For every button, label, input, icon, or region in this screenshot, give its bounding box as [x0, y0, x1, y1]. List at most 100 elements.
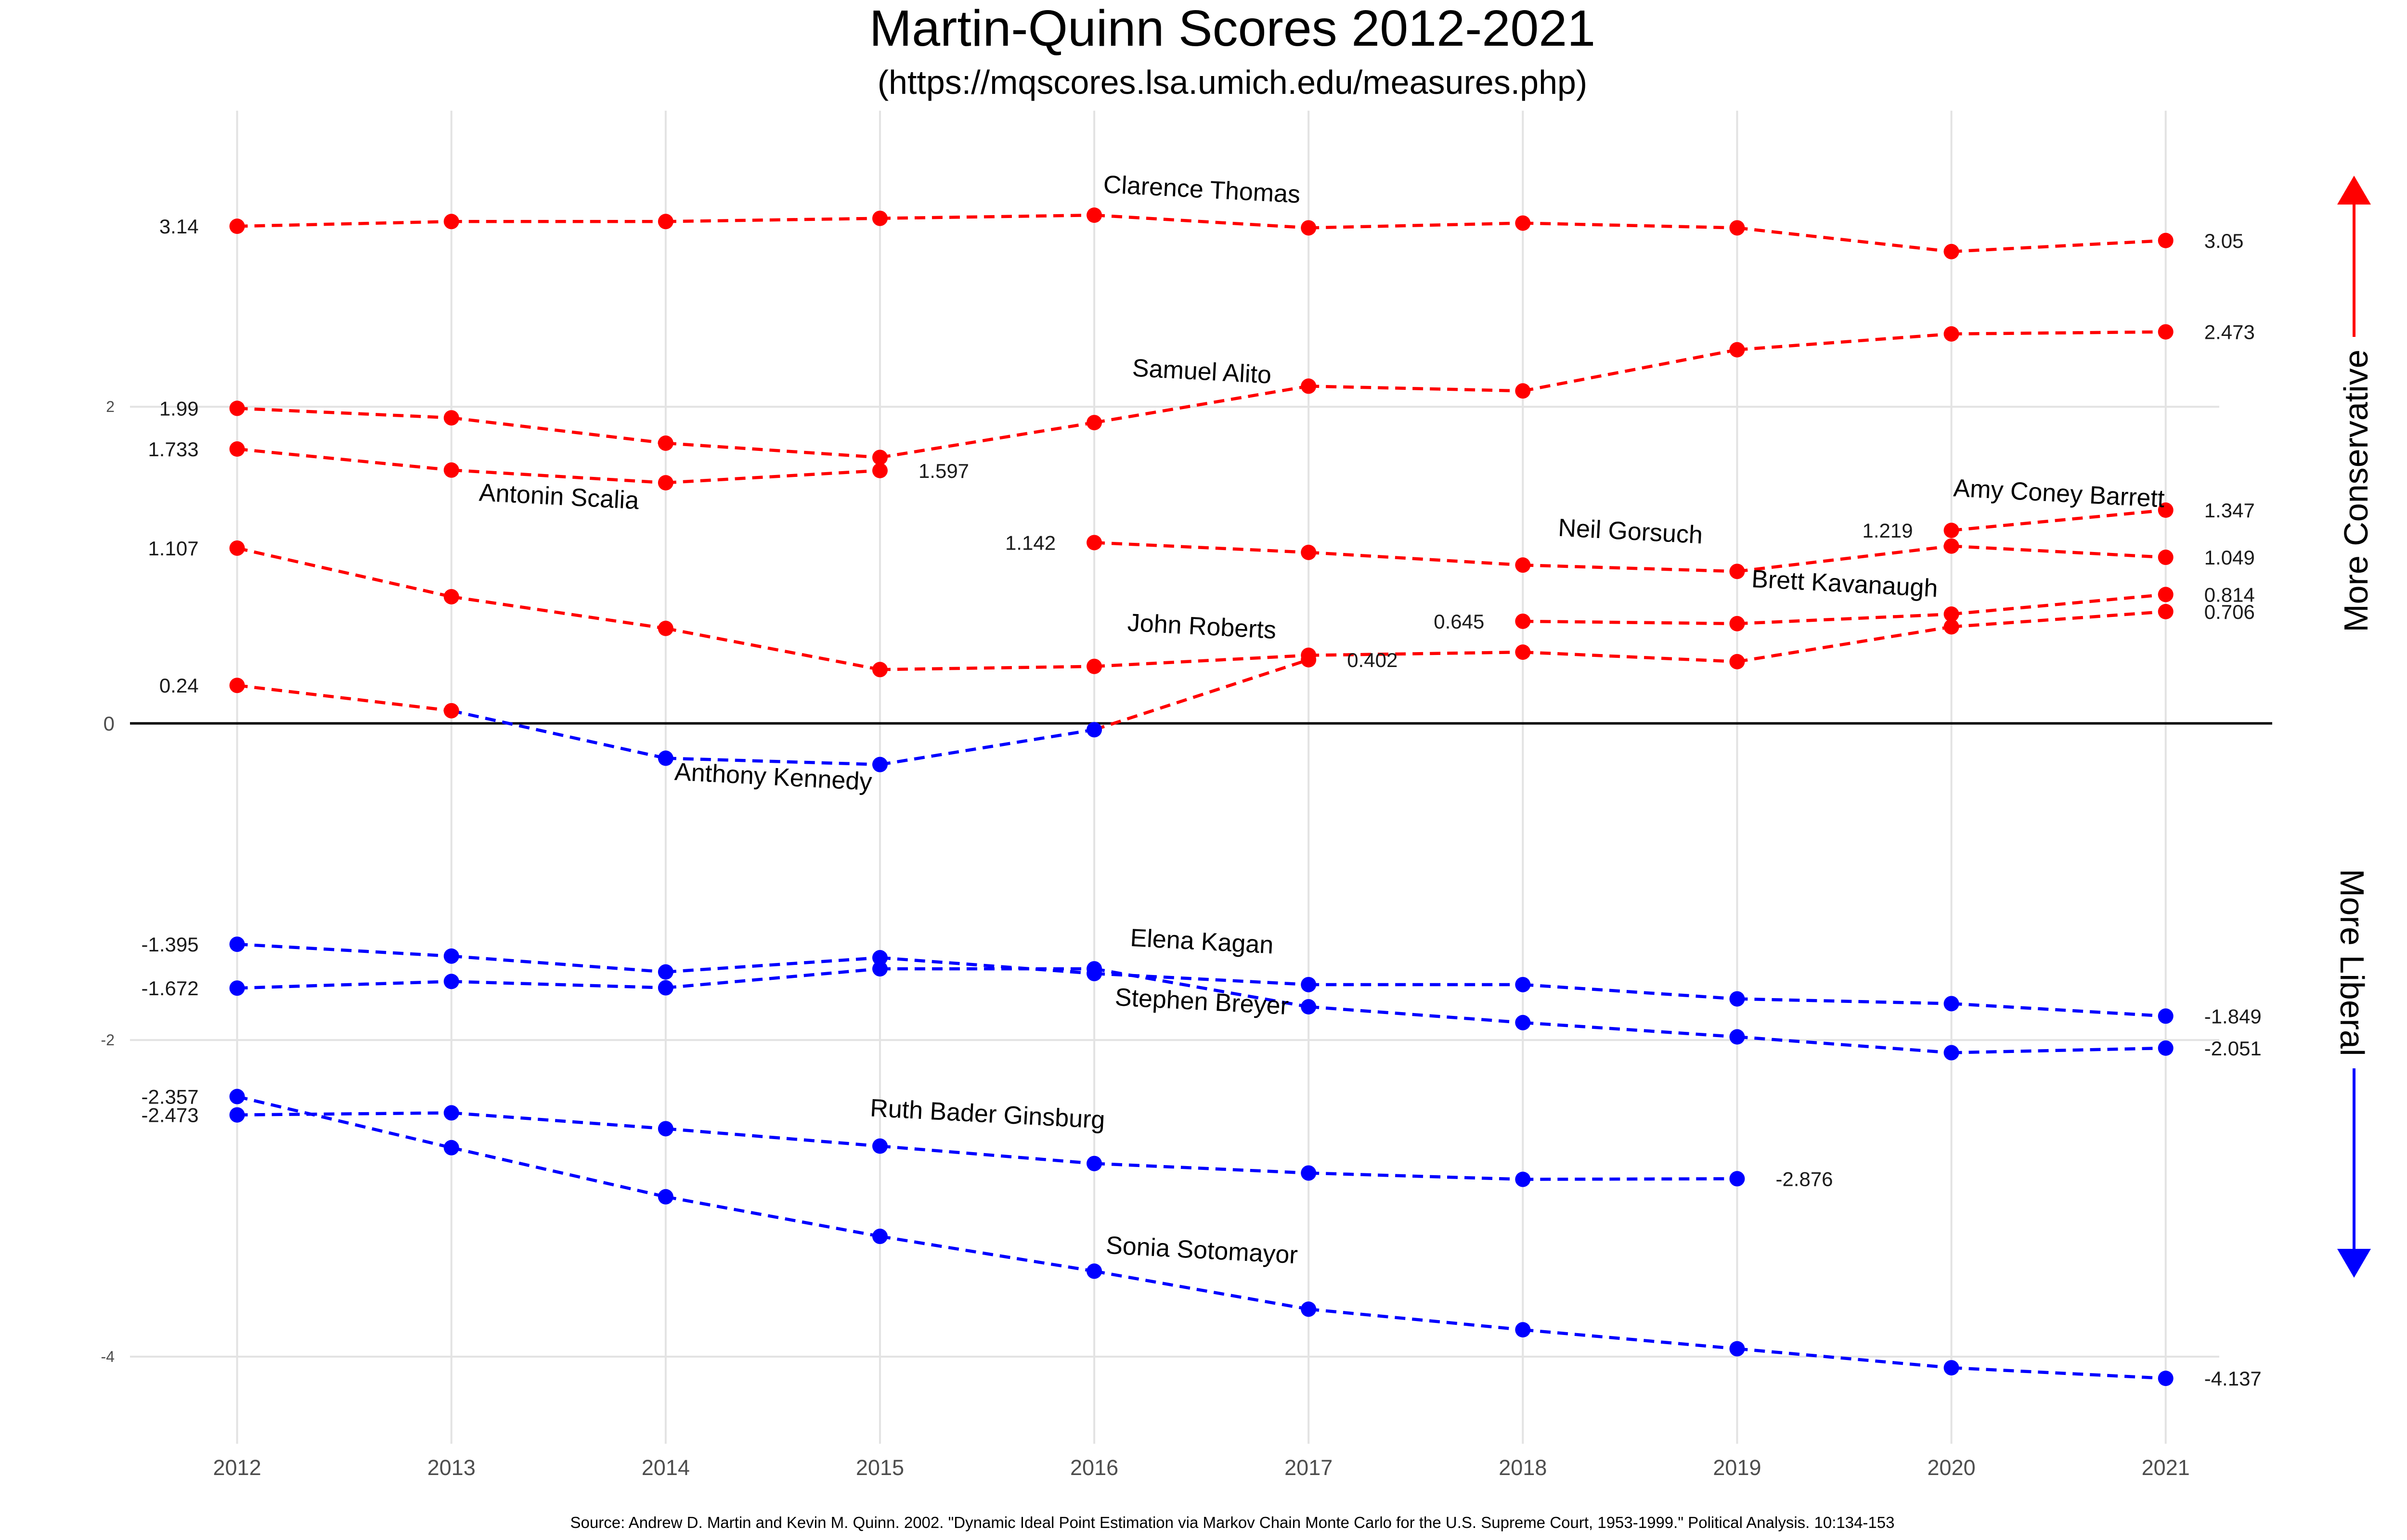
series-segment: [1951, 330, 2166, 336]
series-john-roberts: [229, 540, 2174, 678]
series-segment: [880, 421, 1095, 459]
series-segment: [1308, 221, 1523, 230]
data-point: [1729, 991, 1745, 1007]
x-tick-label: 2015: [856, 1455, 904, 1480]
value-label: 1.597: [919, 460, 969, 482]
value-label: 1.142: [1005, 531, 1056, 554]
data-point: [1515, 644, 1531, 660]
data-point: [229, 540, 245, 556]
data-point: [658, 1121, 673, 1137]
series-segment: [237, 407, 452, 420]
chart-title: Martin-Quinn Scores 2012-2021: [869, 0, 1595, 57]
series-segment: [880, 213, 1095, 220]
justice-name-label: Clarence Thomas: [1103, 170, 1301, 208]
data-point: [1729, 220, 1745, 236]
data-point: [229, 400, 245, 416]
value-label: 0.814: [2204, 583, 2255, 606]
data-point: [1729, 616, 1745, 631]
series-segment: [665, 1195, 880, 1238]
data-point: [872, 1138, 888, 1154]
series-segment: [1737, 226, 1952, 254]
series-segment: [665, 469, 880, 485]
series-segment: [1308, 1005, 1523, 1025]
series-segment: [1737, 997, 1952, 1005]
data-point: [1943, 619, 1959, 635]
value-label: 1.733: [148, 438, 198, 461]
data-point: [1515, 557, 1531, 573]
series-segment: [1094, 972, 1309, 987]
series-segment: [236, 1095, 452, 1149]
data-point: [1301, 544, 1317, 560]
value-label: -2.876: [1775, 1168, 1833, 1190]
series-segment: [1951, 508, 2166, 532]
data-point: [2158, 587, 2174, 603]
value-label: -2.473: [141, 1104, 198, 1127]
series-segment: [451, 709, 666, 760]
series-ruth-bader-ginsburg: [229, 1105, 1745, 1187]
justice-name-label: Amy Coney Barrett: [1953, 474, 2165, 513]
series-segment: [1094, 1162, 1309, 1175]
series-antonin-scalia: [229, 441, 888, 491]
series-segment: [451, 1146, 666, 1198]
data-point: [229, 937, 245, 952]
series-segment: [1951, 593, 2166, 616]
data-point: [1943, 1360, 1959, 1376]
data-point: [443, 974, 459, 989]
value-label: 1.99: [159, 397, 199, 420]
series-amy-coney-barrett: [1943, 502, 2174, 539]
data-point: [229, 678, 245, 693]
data-point: [1729, 1171, 1745, 1187]
data-point: [1729, 654, 1745, 669]
y-tick-label: 2: [106, 398, 115, 415]
data-point: [2158, 603, 2174, 619]
series-lines: [229, 207, 2174, 1386]
value-label: -1.672: [141, 977, 198, 1000]
x-tick-label: 2019: [1713, 1455, 1761, 1480]
data-point: [2158, 550, 2174, 565]
series-segment: [1094, 654, 1309, 668]
data-point: [229, 980, 245, 996]
series-segment: [1094, 541, 1309, 554]
series-segment: [237, 980, 452, 990]
value-label: -4.137: [2204, 1367, 2262, 1390]
data-point: [443, 462, 459, 478]
series-segment: [1094, 658, 1309, 732]
justice-name-label: Antonin Scalia: [479, 479, 640, 515]
series-segment: [880, 1234, 1095, 1273]
data-point: [2158, 324, 2174, 340]
series-segment: [1736, 625, 1952, 664]
data-point: [229, 218, 245, 234]
data-point: [1943, 538, 1959, 554]
data-point: [1087, 535, 1102, 551]
data-point: [1943, 606, 1959, 622]
conservative-label: More Conservative: [2337, 349, 2375, 632]
series-segment: [451, 595, 666, 630]
series-segment: [880, 665, 1095, 671]
series-segment: [1308, 1308, 1523, 1332]
series-segment: [237, 1111, 452, 1116]
series-segment: [451, 954, 666, 974]
data-point: [1301, 999, 1317, 1015]
data-point: [443, 1105, 459, 1121]
value-label: 2.473: [2204, 321, 2255, 344]
series-segment: [1094, 967, 1309, 1009]
value-label: 0.24: [159, 674, 199, 697]
grid-lines: 2012 2013 2014 2015 2016 2017 2018 2019 2020 2021…: [101, 111, 2272, 1480]
data-point: [872, 449, 888, 465]
series-segment: [451, 416, 666, 445]
data-point: [1515, 613, 1531, 629]
series-segment: [665, 217, 880, 223]
x-tick-label: 2021: [2142, 1455, 2190, 1480]
series-segment: [665, 967, 880, 989]
data-point: [1301, 220, 1317, 236]
liberal-label: More Liberal: [2333, 869, 2371, 1056]
series-segment: [451, 980, 666, 989]
data-point: [1087, 722, 1102, 738]
data-point: [1515, 1322, 1531, 1338]
series-neil-gorsuch: [1087, 535, 2174, 579]
value-label: 1.107: [148, 537, 198, 560]
series-segment: [665, 441, 880, 459]
conservative-indicator: More Conservative: [2337, 176, 2375, 632]
value-label: 3.05: [2204, 230, 2244, 252]
